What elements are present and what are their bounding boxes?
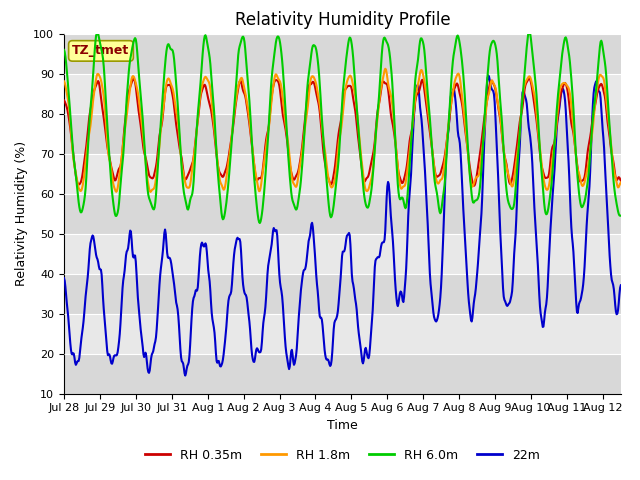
- Bar: [64, 274, 621, 313]
- Line: RH 0.35m: RH 0.35m: [64, 79, 621, 186]
- Bar: [64, 154, 621, 193]
- RH 6.0m: [93, 31, 100, 36]
- 22m: [617, 282, 625, 288]
- Title: Relativity Humidity Profile: Relativity Humidity Profile: [235, 11, 450, 29]
- 22m: [399, 298, 406, 303]
- RH 0.35m: [415, 89, 422, 95]
- 22m: [484, 72, 492, 78]
- RH 0.35m: [60, 97, 68, 103]
- RH 0.35m: [617, 178, 625, 183]
- RH 1.8m: [60, 78, 68, 84]
- Line: 22m: 22m: [64, 75, 621, 375]
- Legend: RH 0.35m, RH 1.8m, RH 6.0m, 22m: RH 0.35m, RH 1.8m, RH 6.0m, 22m: [140, 444, 545, 467]
- RH 6.0m: [95, 34, 102, 40]
- RH 6.0m: [256, 220, 264, 226]
- RH 1.8m: [541, 182, 548, 188]
- RH 1.8m: [94, 71, 102, 77]
- RH 0.35m: [541, 175, 548, 180]
- Y-axis label: Relativity Humidity (%): Relativity Humidity (%): [15, 141, 28, 286]
- RH 6.0m: [416, 38, 424, 44]
- RH 1.8m: [385, 84, 392, 90]
- RH 0.35m: [94, 78, 102, 84]
- RH 6.0m: [385, 45, 392, 51]
- RH 6.0m: [541, 206, 548, 212]
- 22m: [541, 310, 548, 316]
- 22m: [94, 259, 102, 265]
- RH 1.8m: [147, 189, 154, 195]
- RH 1.8m: [484, 95, 492, 101]
- 22m: [483, 82, 491, 87]
- Bar: [64, 354, 621, 394]
- 22m: [60, 275, 68, 281]
- RH 6.0m: [60, 47, 68, 53]
- RH 0.35m: [483, 98, 491, 104]
- Line: RH 6.0m: RH 6.0m: [64, 34, 621, 223]
- Bar: [64, 313, 621, 354]
- RH 0.35m: [470, 183, 477, 189]
- Bar: [64, 34, 621, 73]
- 22m: [181, 372, 189, 378]
- RH 1.8m: [416, 70, 424, 76]
- RH 6.0m: [484, 71, 492, 77]
- RH 0.35m: [525, 76, 533, 82]
- RH 1.8m: [399, 183, 407, 189]
- 22m: [384, 179, 392, 185]
- RH 0.35m: [383, 83, 391, 88]
- RH 0.35m: [398, 180, 406, 186]
- RH 6.0m: [399, 197, 407, 203]
- RH 1.8m: [381, 66, 389, 72]
- RH 6.0m: [617, 213, 625, 218]
- Bar: [64, 114, 621, 154]
- Bar: [64, 193, 621, 234]
- Bar: [64, 73, 621, 114]
- 22m: [415, 96, 423, 101]
- Line: RH 1.8m: RH 1.8m: [64, 69, 621, 192]
- Text: TZ_tmet: TZ_tmet: [72, 44, 130, 58]
- X-axis label: Time: Time: [327, 419, 358, 432]
- Bar: [64, 234, 621, 274]
- RH 1.8m: [617, 180, 625, 185]
